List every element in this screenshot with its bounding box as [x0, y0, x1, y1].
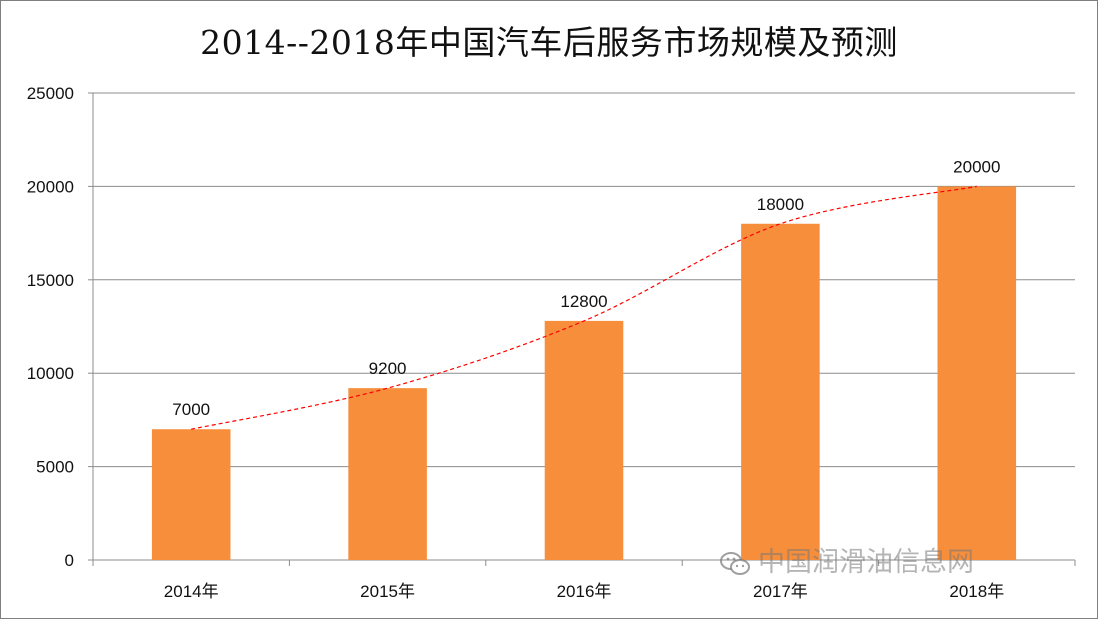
- y-tick-label: 5000: [36, 458, 74, 477]
- x-tick-label: 2016年: [557, 582, 612, 601]
- bar: [348, 388, 427, 560]
- x-tick-label: 2017年: [753, 582, 808, 601]
- bar: [741, 223, 820, 560]
- data-label: 18000: [757, 195, 804, 214]
- y-tick-label: 25000: [27, 84, 74, 103]
- data-label: 7000: [172, 400, 210, 419]
- watermark-text: 中国润滑油信息网: [758, 547, 974, 578]
- bar: [151, 429, 231, 560]
- bar: [544, 320, 624, 560]
- trendline: [191, 185, 977, 430]
- x-tick-label: 2015年: [360, 582, 415, 601]
- wechat-icon: [720, 551, 750, 575]
- bar: [937, 186, 1017, 560]
- data-label: 12800: [560, 292, 607, 311]
- y-tick-label: 20000: [27, 177, 74, 196]
- y-tick-label: 15000: [27, 271, 74, 290]
- data-label: 20000: [953, 157, 1000, 176]
- chart-title: 2014--2018年中国汽车后服务市场规模及预测: [200, 23, 898, 62]
- y-tick-label: 10000: [27, 364, 74, 383]
- x-tick-label: 2014年: [164, 582, 219, 601]
- watermark: 中国润滑油信息网: [720, 540, 974, 579]
- y-tick-label: 0: [65, 551, 74, 570]
- x-tick-label: 2018年: [949, 582, 1004, 601]
- data-label: 9200: [369, 359, 407, 378]
